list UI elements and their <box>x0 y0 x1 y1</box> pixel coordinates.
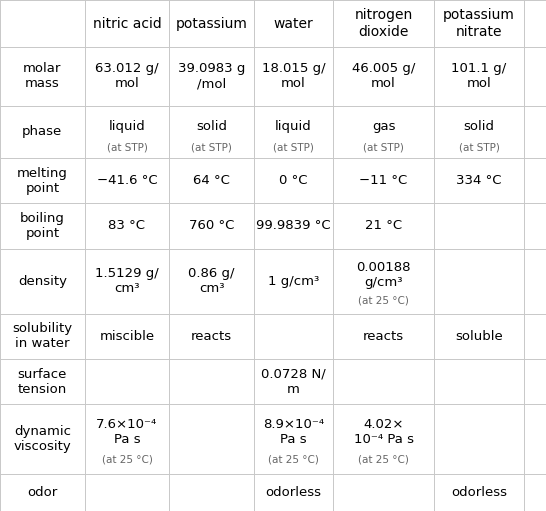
Text: (at STP): (at STP) <box>363 143 404 153</box>
Text: 0 °C: 0 °C <box>279 174 308 187</box>
Text: (at STP): (at STP) <box>459 143 500 153</box>
Text: 39.0983 g
/mol: 39.0983 g /mol <box>178 62 245 90</box>
Text: reacts: reacts <box>191 330 232 343</box>
Text: 0.0728 N/
m: 0.0728 N/ m <box>261 367 326 396</box>
Text: dynamic
viscosity: dynamic viscosity <box>14 425 71 453</box>
Text: liquid: liquid <box>275 120 312 133</box>
Text: odorless: odorless <box>451 486 507 499</box>
Text: 46.005 g/
mol: 46.005 g/ mol <box>352 62 416 90</box>
Text: water: water <box>274 16 313 31</box>
Text: (at STP): (at STP) <box>191 143 232 153</box>
Text: solubility
in water: solubility in water <box>12 322 73 351</box>
Text: (at 25 °C): (at 25 °C) <box>268 455 319 464</box>
Text: nitric acid: nitric acid <box>93 16 161 31</box>
Text: reacts: reacts <box>363 330 404 343</box>
Text: miscible: miscible <box>99 330 155 343</box>
Text: (at 25 °C): (at 25 °C) <box>102 455 152 464</box>
Text: 99.9839 °C: 99.9839 °C <box>256 219 331 233</box>
Text: odor: odor <box>27 486 57 499</box>
Text: 7.6×10⁻⁴
Pa s: 7.6×10⁻⁴ Pa s <box>96 418 158 446</box>
Text: phase: phase <box>22 125 62 138</box>
Text: −11 °C: −11 °C <box>359 174 408 187</box>
Text: odorless: odorless <box>265 486 322 499</box>
Text: 1.5129 g/
cm³: 1.5129 g/ cm³ <box>95 267 159 295</box>
Text: gas: gas <box>372 120 395 133</box>
Text: −41.6 °C: −41.6 °C <box>97 174 157 187</box>
Text: 0.00188
g/cm³: 0.00188 g/cm³ <box>357 261 411 289</box>
Text: surface
tension: surface tension <box>17 367 67 396</box>
Text: 4.02×
10⁻⁴ Pa s: 4.02× 10⁻⁴ Pa s <box>354 418 413 446</box>
Text: 101.1 g/
mol: 101.1 g/ mol <box>452 62 507 90</box>
Text: soluble: soluble <box>455 330 503 343</box>
Text: potassium: potassium <box>176 16 247 31</box>
Text: 21 °C: 21 °C <box>365 219 402 233</box>
Text: solid: solid <box>196 120 227 133</box>
Text: (at STP): (at STP) <box>273 143 314 153</box>
Text: (at STP): (at STP) <box>106 143 147 153</box>
Text: 8.9×10⁻⁴
Pa s: 8.9×10⁻⁴ Pa s <box>263 418 324 446</box>
Text: density: density <box>18 274 67 288</box>
Text: molar
mass: molar mass <box>23 62 62 90</box>
Text: boiling
point: boiling point <box>20 212 65 240</box>
Text: (at 25 °C): (at 25 °C) <box>358 296 409 306</box>
Text: melting
point: melting point <box>17 167 68 195</box>
Text: 760 °C: 760 °C <box>189 219 234 233</box>
Text: potassium
nitrate: potassium nitrate <box>443 8 515 39</box>
Text: 83 °C: 83 °C <box>109 219 145 233</box>
Text: 63.012 g/
mol: 63.012 g/ mol <box>95 62 159 90</box>
Text: liquid: liquid <box>109 120 145 133</box>
Text: 18.015 g/
mol: 18.015 g/ mol <box>262 62 325 90</box>
Text: solid: solid <box>464 120 495 133</box>
Text: 334 °C: 334 °C <box>456 174 502 187</box>
Text: nitrogen
dioxide: nitrogen dioxide <box>354 8 413 39</box>
Text: (at 25 °C): (at 25 °C) <box>358 455 409 464</box>
Text: 1 g/cm³: 1 g/cm³ <box>268 274 319 288</box>
Text: 0.86 g/
cm³: 0.86 g/ cm³ <box>188 267 235 295</box>
Text: 64 °C: 64 °C <box>193 174 230 187</box>
